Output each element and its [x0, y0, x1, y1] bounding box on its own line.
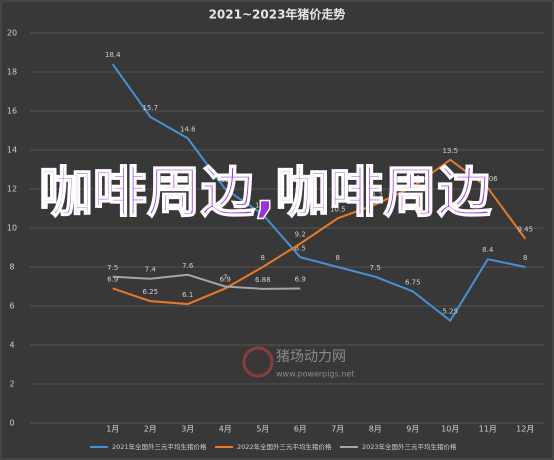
data-label: 6.75 — [405, 278, 421, 286]
overlay-text: 咖啡周边,咖啡周边 — [38, 160, 492, 225]
y-tick-label: 18 — [7, 68, 17, 77]
watermark: 猪场动力网 — [276, 349, 346, 365]
legend-label: 2023年全国外三元平均生猪价格 — [362, 442, 457, 451]
x-tick-label: 2月 — [144, 425, 157, 434]
x-tick-label: 7月 — [331, 425, 344, 434]
x-tick-label: 4月 — [219, 425, 232, 434]
x-tick-label: 10月 — [441, 425, 459, 434]
x-tick-label: 12月 — [516, 425, 534, 434]
legend-label: 2022年全国外三元平均生猪价格 — [237, 442, 332, 451]
series-line — [112, 273, 301, 290]
data-label: 8.4 — [482, 246, 494, 254]
data-label: 11.2 — [367, 192, 383, 200]
y-tick-label: 10 — [7, 224, 17, 233]
data-label: 6.1 — [182, 291, 193, 299]
data-label: 12.1 — [405, 174, 421, 182]
y-tick-label: 0 — [9, 419, 14, 428]
data-label: 7.5 — [107, 264, 118, 272]
data-label: 6.9 — [220, 275, 231, 283]
watermark-url: www.powerpigs.net — [276, 370, 354, 379]
x-tick-label: 1月 — [106, 425, 119, 434]
data-label: 8 — [336, 254, 340, 262]
data-label: 7.6 — [182, 262, 194, 270]
data-label: 8 — [261, 254, 265, 262]
data-label: 12 — [221, 176, 230, 184]
y-tick-label: 2 — [9, 380, 14, 389]
series-line — [111, 63, 526, 323]
y-tick-label: 4 — [9, 341, 14, 350]
logo-ring — [242, 346, 274, 378]
data-label: 6.9 — [107, 275, 118, 283]
x-tick-label: 8月 — [369, 425, 382, 434]
data-label: 18.4 — [105, 51, 121, 59]
y-tick-label: 6 — [9, 302, 14, 311]
legend-label: 2021年全国外三元平均生猪价格 — [112, 442, 207, 451]
data-label: 10.7 — [255, 201, 271, 209]
x-tick-label: 3月 — [181, 425, 194, 434]
y-tick-label: 8 — [9, 263, 14, 272]
y-tick-label: 20 — [7, 29, 17, 38]
data-label: 7.4 — [145, 266, 157, 274]
data-label: 8.5 — [295, 244, 306, 252]
x-tick-label: 6月 — [294, 425, 307, 434]
data-label: 7 — [223, 274, 227, 282]
data-label: 7.5 — [370, 264, 381, 272]
data-label: 14.6 — [180, 125, 196, 133]
data-label: 9.45 — [517, 226, 533, 234]
data-label: 6.9 — [295, 275, 306, 283]
data-label: 15.7 — [142, 104, 158, 112]
y-tick-label: 12 — [7, 185, 17, 194]
data-label: 5.25 — [442, 308, 458, 316]
y-tick-label: 14 — [7, 146, 17, 155]
data-label: 6.88 — [255, 276, 271, 284]
data-label: 10.5 — [330, 205, 346, 213]
series-line — [112, 158, 527, 306]
x-tick-label: 9月 — [406, 425, 419, 434]
data-label: 6.25 — [142, 288, 158, 296]
y-tick-label: 16 — [7, 107, 17, 116]
data-label: 12.06 — [478, 175, 499, 183]
watermark-logo: 猪场动力网 www.powerpigs.net — [242, 346, 354, 379]
data-label: 9.2 — [295, 231, 306, 239]
x-tick-label: 11月 — [479, 425, 497, 434]
data-label: 13.5 — [442, 147, 458, 155]
chart-title: 2021~2023年猪价走势 — [209, 7, 346, 22]
data-label: 8 — [523, 254, 527, 262]
x-tick-label: 5月 — [256, 425, 269, 434]
